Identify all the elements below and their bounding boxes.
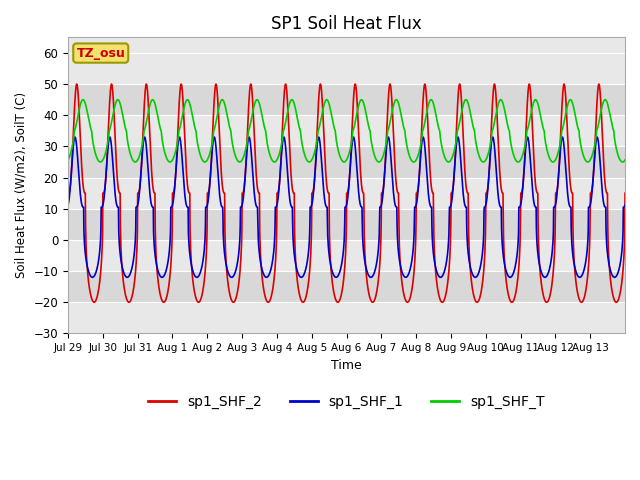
sp1_SHF_2 bbox=[503, 285, 511, 291]
Bar bbox=[68, 178, 625, 209]
Line: sp1_SHF_1: sp1_SHF_1 bbox=[68, 137, 625, 277]
sp1_SHF_T bbox=[201, 159, 209, 165]
sp1_SHF_T bbox=[605, 108, 613, 113]
Y-axis label: Soil Heat Flux (W/m2), SoilT (C): Soil Heat Flux (W/m2), SoilT (C) bbox=[15, 92, 28, 278]
Bar bbox=[68, 53, 625, 84]
X-axis label: Time: Time bbox=[331, 359, 362, 372]
sp1_SHF_1 bbox=[605, 264, 613, 269]
Bar bbox=[68, 302, 625, 334]
Bar bbox=[68, 146, 625, 178]
Bar bbox=[68, 84, 625, 115]
Bar bbox=[68, 115, 625, 146]
sp1_SHF_1 bbox=[503, 271, 511, 277]
Line: sp1_SHF_2: sp1_SHF_2 bbox=[68, 84, 625, 302]
Bar bbox=[68, 209, 625, 240]
sp1_SHF_2 bbox=[605, 265, 613, 271]
sp1_SHF_T bbox=[605, 109, 613, 115]
Title: SP1 Soil Heat Flux: SP1 Soil Heat Flux bbox=[271, 15, 422, 33]
sp1_SHF_T bbox=[621, 157, 629, 163]
sp1_SHF_2 bbox=[93, 296, 100, 302]
sp1_SHF_1 bbox=[93, 267, 100, 273]
sp1_SHF_T bbox=[321, 101, 328, 107]
sp1_SHF_T bbox=[64, 157, 72, 163]
sp1_SHF_1 bbox=[71, 134, 79, 140]
sp1_SHF_2 bbox=[473, 300, 481, 305]
Legend: sp1_SHF_2, sp1_SHF_1, sp1_SHF_T: sp1_SHF_2, sp1_SHF_1, sp1_SHF_T bbox=[143, 389, 550, 414]
Bar bbox=[68, 271, 625, 302]
sp1_SHF_2 bbox=[335, 299, 343, 304]
sp1_SHF_T bbox=[503, 120, 511, 126]
sp1_SHF_1 bbox=[64, 202, 72, 208]
sp1_SHF_2 bbox=[621, 190, 629, 196]
sp1_SHF_2 bbox=[605, 261, 613, 267]
Bar bbox=[68, 240, 625, 271]
sp1_SHF_T bbox=[93, 154, 100, 159]
sp1_SHF_1 bbox=[321, 195, 328, 201]
sp1_SHF_T bbox=[335, 151, 343, 156]
sp1_SHF_1 bbox=[332, 275, 340, 280]
sp1_SHF_1 bbox=[605, 262, 613, 268]
Line: sp1_SHF_T: sp1_SHF_T bbox=[68, 100, 625, 162]
sp1_SHF_1 bbox=[621, 202, 629, 208]
Text: TZ_osu: TZ_osu bbox=[76, 47, 125, 60]
sp1_SHF_2 bbox=[64, 190, 72, 196]
sp1_SHF_T bbox=[497, 97, 504, 103]
sp1_SHF_1 bbox=[335, 270, 343, 276]
sp1_SHF_2 bbox=[321, 143, 328, 149]
sp1_SHF_2 bbox=[212, 81, 220, 87]
